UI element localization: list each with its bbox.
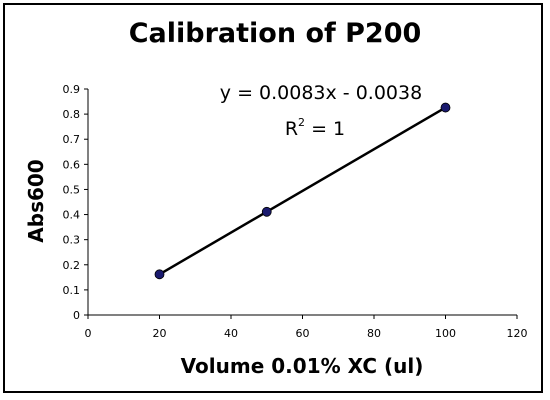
data-point xyxy=(154,269,165,280)
y-tick-label: 0.3 xyxy=(63,234,81,247)
x-tick-label: 20 xyxy=(153,327,167,340)
y-tick-label: 0.7 xyxy=(63,133,81,146)
data-points xyxy=(154,102,451,280)
r-squared-label: R2 = 1 xyxy=(285,116,345,140)
x-tick-label: 40 xyxy=(224,327,238,340)
data-point xyxy=(440,102,451,113)
r-squared-value: = 1 xyxy=(305,118,345,140)
x-ticks: 0 20 40 60 80 100 120 xyxy=(85,315,528,340)
trendline-equation: y = 0.0083x - 0.0038 xyxy=(220,82,422,104)
y-ticks: 0 0.1 0.2 0.3 0.4 0.5 0.6 0.7 0.8 0.9 xyxy=(63,83,88,322)
chart-frame xyxy=(3,3,543,393)
data-point xyxy=(261,206,272,217)
x-tick-label: 0 xyxy=(85,327,92,340)
y-tick-label: 0.2 xyxy=(63,259,81,272)
y-tick-label: 0.9 xyxy=(63,83,81,96)
trendline xyxy=(158,106,447,276)
chart-title: Calibration of P200 xyxy=(128,18,422,49)
y-tick-label: 0.6 xyxy=(63,158,81,171)
y-tick-label: 0.8 xyxy=(63,108,81,121)
x-axis-title: Volume 0.01% XC (ul) xyxy=(181,354,424,378)
y-tick-label: 0.1 xyxy=(63,284,81,297)
y-tick-label: 0.4 xyxy=(63,209,81,222)
y-tick-label: 0.5 xyxy=(63,183,81,196)
r-squared-base: R xyxy=(285,118,298,140)
x-tick-label: 60 xyxy=(296,327,310,340)
x-tick-label: 80 xyxy=(367,327,381,340)
y-axis-title: Abs600 xyxy=(24,159,48,242)
y-tick-label: 0 xyxy=(73,309,80,322)
r-squared-superscript: 2 xyxy=(298,116,305,129)
x-tick-label: 120 xyxy=(507,327,528,340)
x-tick-label: 100 xyxy=(435,327,456,340)
